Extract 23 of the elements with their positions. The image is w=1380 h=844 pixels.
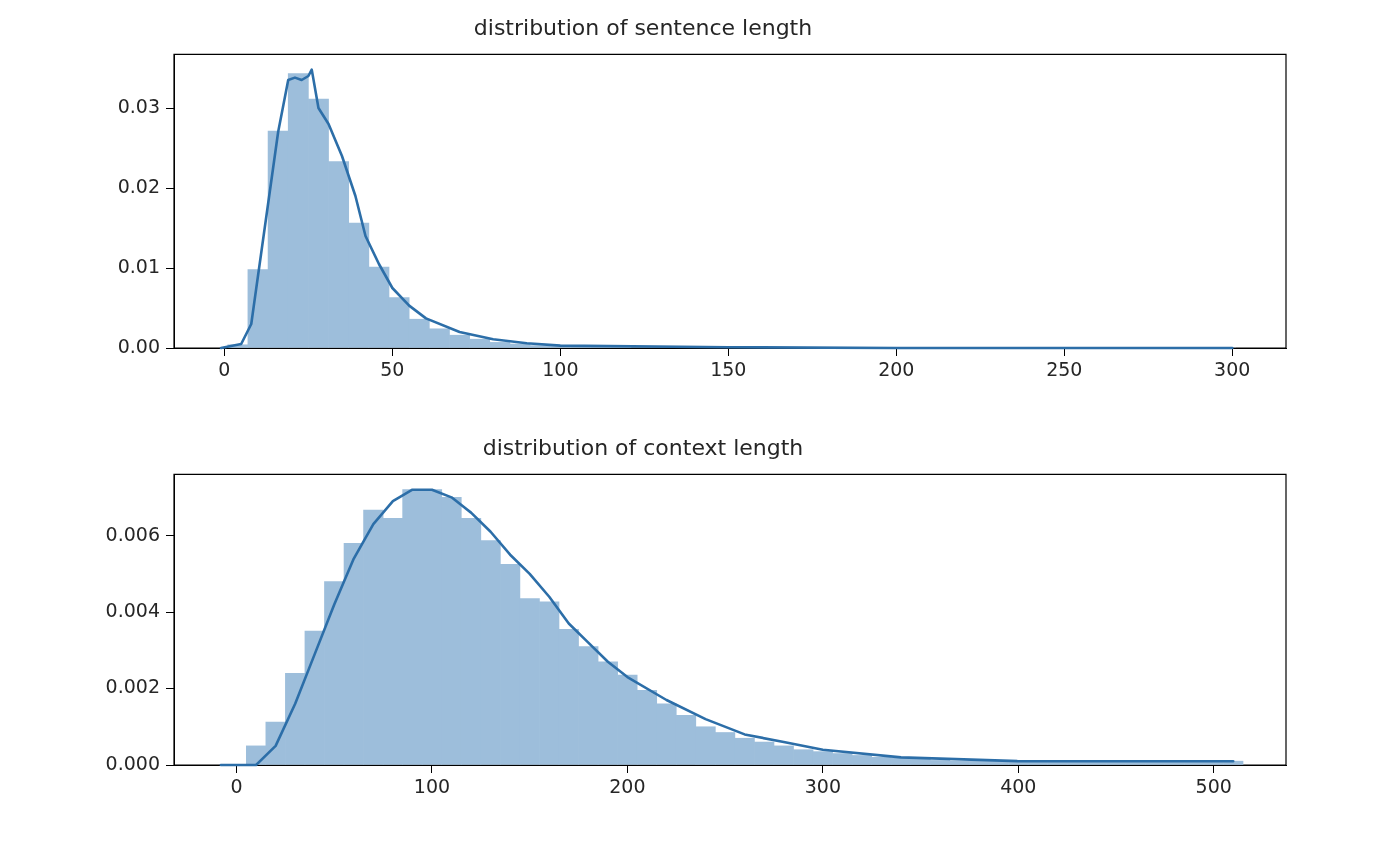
chart-title: distribution of sentence length [473,14,813,40]
x-tick-label: 250 [1046,358,1083,381]
y-tick-label: 0.00 [117,334,160,357]
x-tick-label: 500 [1195,775,1232,798]
x-tick-label: 0 [218,358,231,381]
x-tick-label: 100 [542,358,579,381]
x-tick-label: 400 [1000,775,1037,798]
x-tick-label: 150 [710,358,747,381]
x-tick-label: 300 [1214,358,1251,381]
x-tick-label: 300 [804,775,841,798]
y-tick-label: 0.004 [105,598,160,621]
x-tick-label: 50 [380,358,405,381]
x-tick-label: 0 [230,775,243,798]
y-tick-label: 0.01 [117,254,160,277]
x-tick-label: 200 [878,358,915,381]
y-tick-label: 0.000 [105,751,160,774]
y-tick-label: 0.03 [117,94,160,117]
x-tick-label: 200 [609,775,646,798]
y-tick-label: 0.002 [105,675,160,698]
x-tick-label: 100 [413,775,451,798]
y-tick-label: 0.006 [105,522,160,545]
y-tick-label: 0.02 [117,174,160,197]
chart-title: distribution of context length [482,434,804,460]
